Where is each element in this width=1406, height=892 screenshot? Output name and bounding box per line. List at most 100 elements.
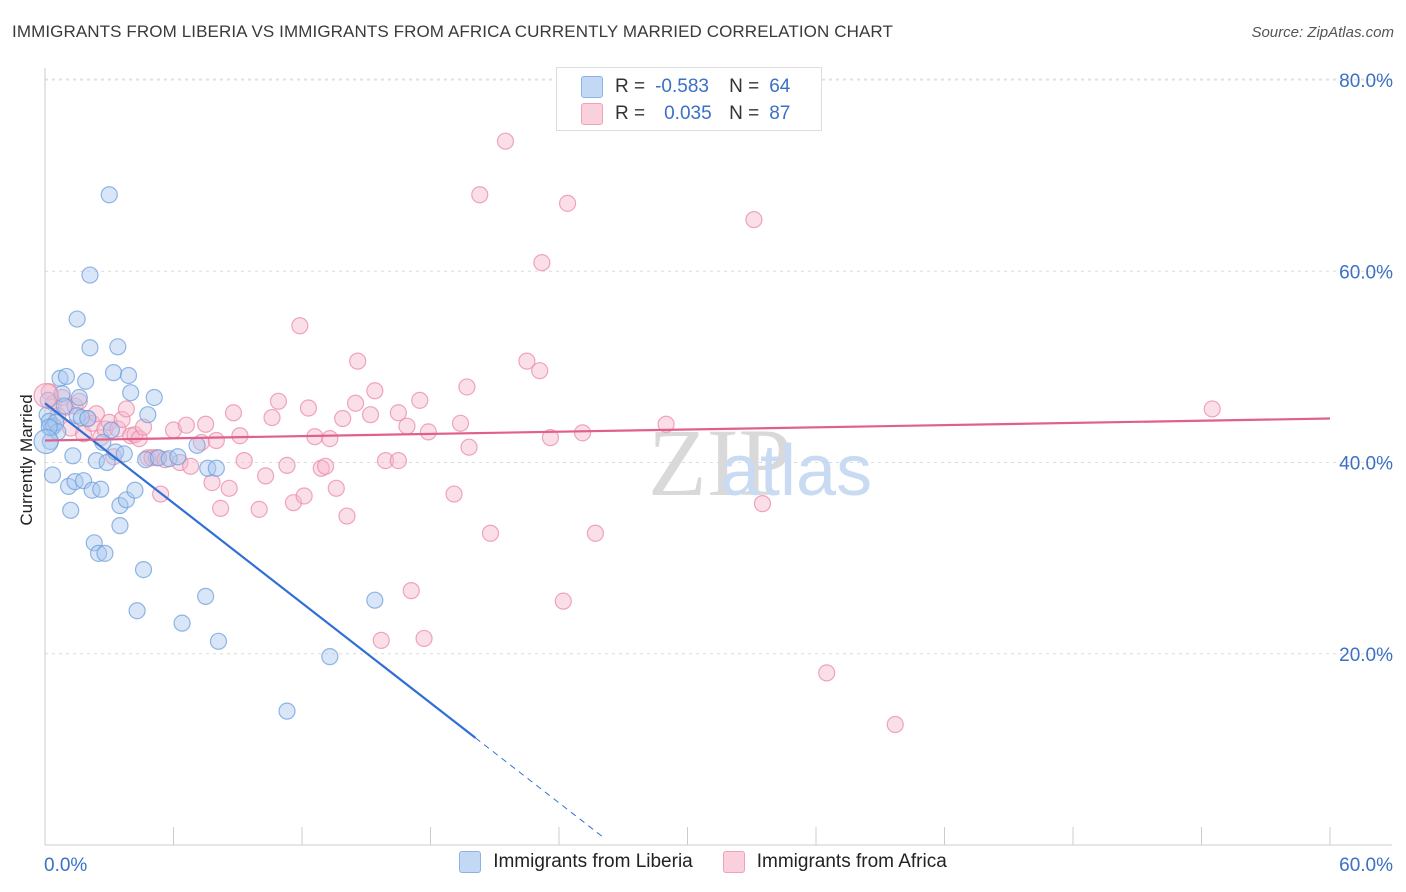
legend-row-liberia: R = -0.583 N = 64 — [581, 74, 790, 100]
africa-point — [197, 415, 215, 433]
africa-point — [541, 429, 560, 447]
series-legend-africa[interactable]: Immigrants from Africa — [722, 851, 947, 873]
liberia-point — [209, 632, 228, 650]
legend-n-label: N = — [729, 76, 760, 97]
liberia-point — [66, 473, 84, 491]
liberia-point — [40, 418, 58, 436]
liberia-point — [39, 391, 57, 409]
africa-point — [460, 438, 478, 456]
africa-point — [235, 451, 253, 470]
africa-point — [531, 362, 549, 380]
africa-point — [327, 479, 345, 497]
africa-point — [586, 524, 605, 542]
series-label-africa: Immigrants from Africa — [756, 851, 947, 872]
africa-point — [33, 382, 59, 409]
liberia-point — [68, 310, 86, 328]
africa-point — [143, 449, 161, 467]
liberia-point — [104, 364, 123, 382]
data-points — [33, 80, 1221, 734]
africa-point — [451, 414, 470, 432]
africa-point — [361, 406, 380, 424]
gridlines — [45, 78, 1392, 655]
africa-point — [445, 485, 463, 503]
africa-point — [818, 664, 836, 682]
trend-lines — [44, 402, 1331, 837]
liberia-point — [188, 436, 206, 454]
africa-point — [349, 352, 367, 370]
liberia-point — [111, 517, 129, 535]
africa-point — [117, 400, 135, 418]
liberia-point — [89, 544, 108, 562]
liberia-point — [81, 339, 99, 357]
africa-point — [299, 399, 318, 417]
y-tick-label: 60.0% — [1339, 262, 1393, 283]
africa-point — [278, 456, 296, 474]
legend-n-value-africa: 87 — [769, 103, 791, 124]
africa-point — [256, 467, 275, 485]
liberia-point — [126, 481, 144, 499]
africa-point — [389, 451, 407, 470]
africa-point — [295, 487, 313, 505]
africa-point — [745, 211, 763, 229]
africa-point — [334, 409, 352, 428]
liberia-point — [100, 186, 118, 204]
liberia-point — [62, 501, 80, 519]
liberia-point — [70, 388, 88, 407]
africa-point — [338, 507, 356, 525]
liberia-point — [64, 447, 82, 465]
africa-point — [415, 629, 433, 648]
africa-point — [207, 431, 225, 450]
africa-point — [346, 394, 365, 412]
africa-point — [389, 404, 407, 422]
liberia-point — [145, 388, 163, 407]
legend-r-label: R = — [615, 103, 646, 124]
liberia-point — [109, 338, 127, 356]
africa-point — [376, 451, 395, 470]
axes — [44, 68, 1392, 846]
africa-point — [250, 500, 268, 518]
legend-row-africa: R = 0.035 N = 87 — [581, 101, 790, 127]
liberia-point — [77, 372, 95, 390]
legend-n-value-liberia: 64 — [769, 76, 791, 97]
liberia-point — [119, 366, 138, 385]
series-legend-liberia[interactable]: Immigrants from Liberia — [459, 851, 693, 873]
legend-swatch-africa — [581, 103, 603, 125]
africa-point — [398, 417, 416, 435]
correlation-legend: R = -0.583 N = 64 R = 0.035 N = 87 — [556, 67, 822, 131]
africa-point — [533, 254, 551, 272]
africa-point — [321, 429, 339, 448]
x-tick-label-min: 0.0% — [44, 855, 87, 876]
africa-point — [518, 352, 536, 370]
source-label: Source: ZipAtlas.com — [1251, 24, 1394, 41]
africa-point — [291, 317, 309, 335]
series-label-liberia: Immigrants from Liberia — [493, 851, 693, 872]
liberia-point — [85, 534, 103, 552]
africa-point — [402, 582, 420, 600]
y-tick-label: 80.0% — [1339, 71, 1393, 92]
africa-point — [471, 186, 489, 204]
liberia-point — [321, 648, 339, 666]
africa-point — [269, 392, 288, 410]
africa-point — [1203, 400, 1221, 418]
africa-point — [263, 408, 281, 427]
africa-point — [113, 410, 131, 429]
africa-point — [372, 631, 390, 649]
africa-point — [220, 479, 238, 497]
liberia-point — [57, 367, 76, 386]
liberia-point — [92, 480, 110, 498]
liberia-point — [173, 614, 191, 632]
liberia-point — [79, 409, 97, 428]
legend-r-value-liberia: -0.583 — [655, 76, 709, 97]
liberia-point — [207, 459, 225, 477]
watermark-atlas: atlas — [720, 431, 872, 511]
liberia-point — [74, 472, 93, 490]
liberia-point — [128, 602, 146, 620]
series-swatch-liberia — [459, 851, 482, 873]
africa-point — [284, 494, 303, 512]
africa-point — [366, 382, 384, 400]
liberia-point — [139, 406, 157, 424]
liberia-point — [137, 451, 155, 469]
africa-point — [481, 524, 500, 542]
legend-n-label: N = — [729, 103, 760, 124]
africa-point — [554, 592, 572, 610]
